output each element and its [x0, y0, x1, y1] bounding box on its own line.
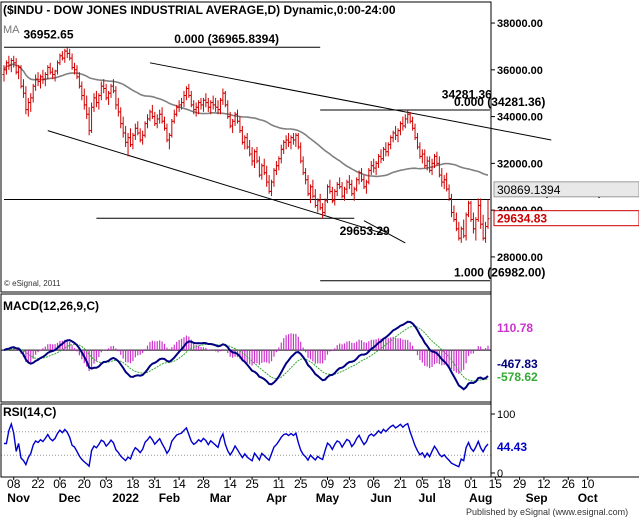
x-day-label: 05 — [416, 477, 430, 491]
rsi-line — [4, 421, 489, 468]
price-y-tick-label: 34000.00 — [497, 112, 543, 124]
ma-value-box — [493, 181, 639, 198]
x-day-label: 10 — [581, 477, 595, 491]
x-day-label: 14 — [172, 477, 186, 491]
level-label: 0.000 (36965.8394) — [174, 32, 279, 46]
x-day-label: 25 — [245, 477, 259, 491]
trendline — [363, 220, 406, 244]
rsi-panel — [1, 421, 491, 468]
price-y-tick-label: 32000.00 — [497, 158, 543, 170]
x-month-label: Apr — [266, 491, 287, 505]
level-label: 1.000 (26982.00) — [454, 266, 545, 280]
rsi-label: RSI(14,C) — [3, 405, 56, 419]
footer-attribution: Published by eSignal (www.esignal.com) — [466, 507, 629, 517]
ohlc-bar — [486, 199, 490, 229]
copyright-text: © eSignal, 2011 — [4, 279, 61, 288]
x-day-label: 26 — [562, 477, 576, 491]
x-day-label: 29 — [513, 477, 527, 491]
ma-value-label: 30869.1394 — [497, 183, 561, 197]
x-day-label: 18 — [126, 477, 140, 491]
labels: ($INDU - DOW JONES INDUSTRIAL AVERAGE,D)… — [3, 3, 396, 419]
x-day-label: 22 — [31, 477, 45, 491]
price-annotation: 36952.65 — [23, 27, 73, 41]
x-day-label: 28 — [197, 477, 211, 491]
trendline — [149, 62, 552, 141]
last-price-box — [493, 210, 639, 227]
x-day-label: 31 — [148, 477, 162, 491]
price-y-tick-label: 38000.00 — [497, 18, 543, 30]
macd-label: MACD(12,26,9,C) — [3, 299, 99, 313]
rsi-y-tick-label: 0 — [497, 468, 503, 480]
x-month-label: Feb — [159, 491, 180, 505]
price-annotation: 34281.36 — [442, 87, 492, 101]
x-day-label: 12 — [537, 477, 551, 491]
macd-value-box — [494, 357, 594, 371]
x-day-label: 14 — [224, 477, 238, 491]
x-day-label: 08 — [7, 477, 21, 491]
price-panel: 0.000 (36965.8394)0.000 (34281.36)(30454… — [2, 27, 602, 282]
chart-title: ($INDU - DOW JONES INDUSTRIAL AVERAGE,D)… — [3, 3, 396, 17]
x-day-label: 15 — [489, 477, 503, 491]
x-month-label: 2022 — [112, 491, 139, 505]
x-month-label: Aug — [469, 491, 492, 505]
x-day-label: 09 — [321, 477, 335, 491]
ma-line — [3, 63, 489, 178]
x-day-label: 20 — [78, 477, 92, 491]
x-day-label: 18 — [438, 477, 452, 491]
ma-label: MA — [3, 24, 20, 36]
level-label: 0.000 (34281.36) — [454, 95, 545, 109]
macd-value-label: -578.62 — [497, 370, 538, 384]
last-price-label: 29634.83 — [497, 212, 547, 226]
x-month-label: Sep — [526, 491, 548, 505]
x-month-label: Jul — [419, 491, 436, 505]
macd-value-label: 110.78 — [497, 321, 533, 335]
axes: 28000.0030000.0032000.0034000.0036000.00… — [0, 1, 639, 505]
x-day-label: 03 — [99, 477, 113, 491]
macd-line — [3, 320, 489, 391]
rsi-value-box — [494, 438, 544, 454]
x-month-label: Oct — [578, 491, 598, 505]
rsi-value-label: 44.43 — [497, 440, 527, 454]
price-y-tick-label: 28000.00 — [497, 252, 543, 264]
x-day-label: 21 — [394, 477, 408, 491]
macd-panel — [1, 320, 491, 391]
macd-signal-line — [3, 325, 489, 382]
x-month-label: May — [316, 491, 340, 505]
x-month-label: Nov — [7, 491, 30, 505]
macd-value-box — [494, 370, 594, 384]
x-day-label: 06 — [53, 477, 67, 491]
x-day-label: 01 — [464, 477, 478, 491]
macd-value-label: -467.83 — [497, 357, 538, 371]
price-annotation: 29653.29 — [340, 224, 390, 238]
price-y-tick-label: 36000.00 — [497, 65, 543, 77]
x-day-label: 06 — [367, 477, 381, 491]
x-month-label: Dec — [59, 491, 81, 505]
x-day-label: 25 — [294, 477, 308, 491]
x-day-label: 23 — [343, 477, 357, 491]
rsi-y-tick-label: 100 — [497, 409, 515, 421]
x-month-label: Jun — [370, 491, 391, 505]
x-month-label: Mar — [210, 491, 232, 505]
trendline — [47, 130, 384, 235]
macd-value-box — [494, 321, 594, 335]
x-day-label: 11 — [273, 477, 286, 491]
